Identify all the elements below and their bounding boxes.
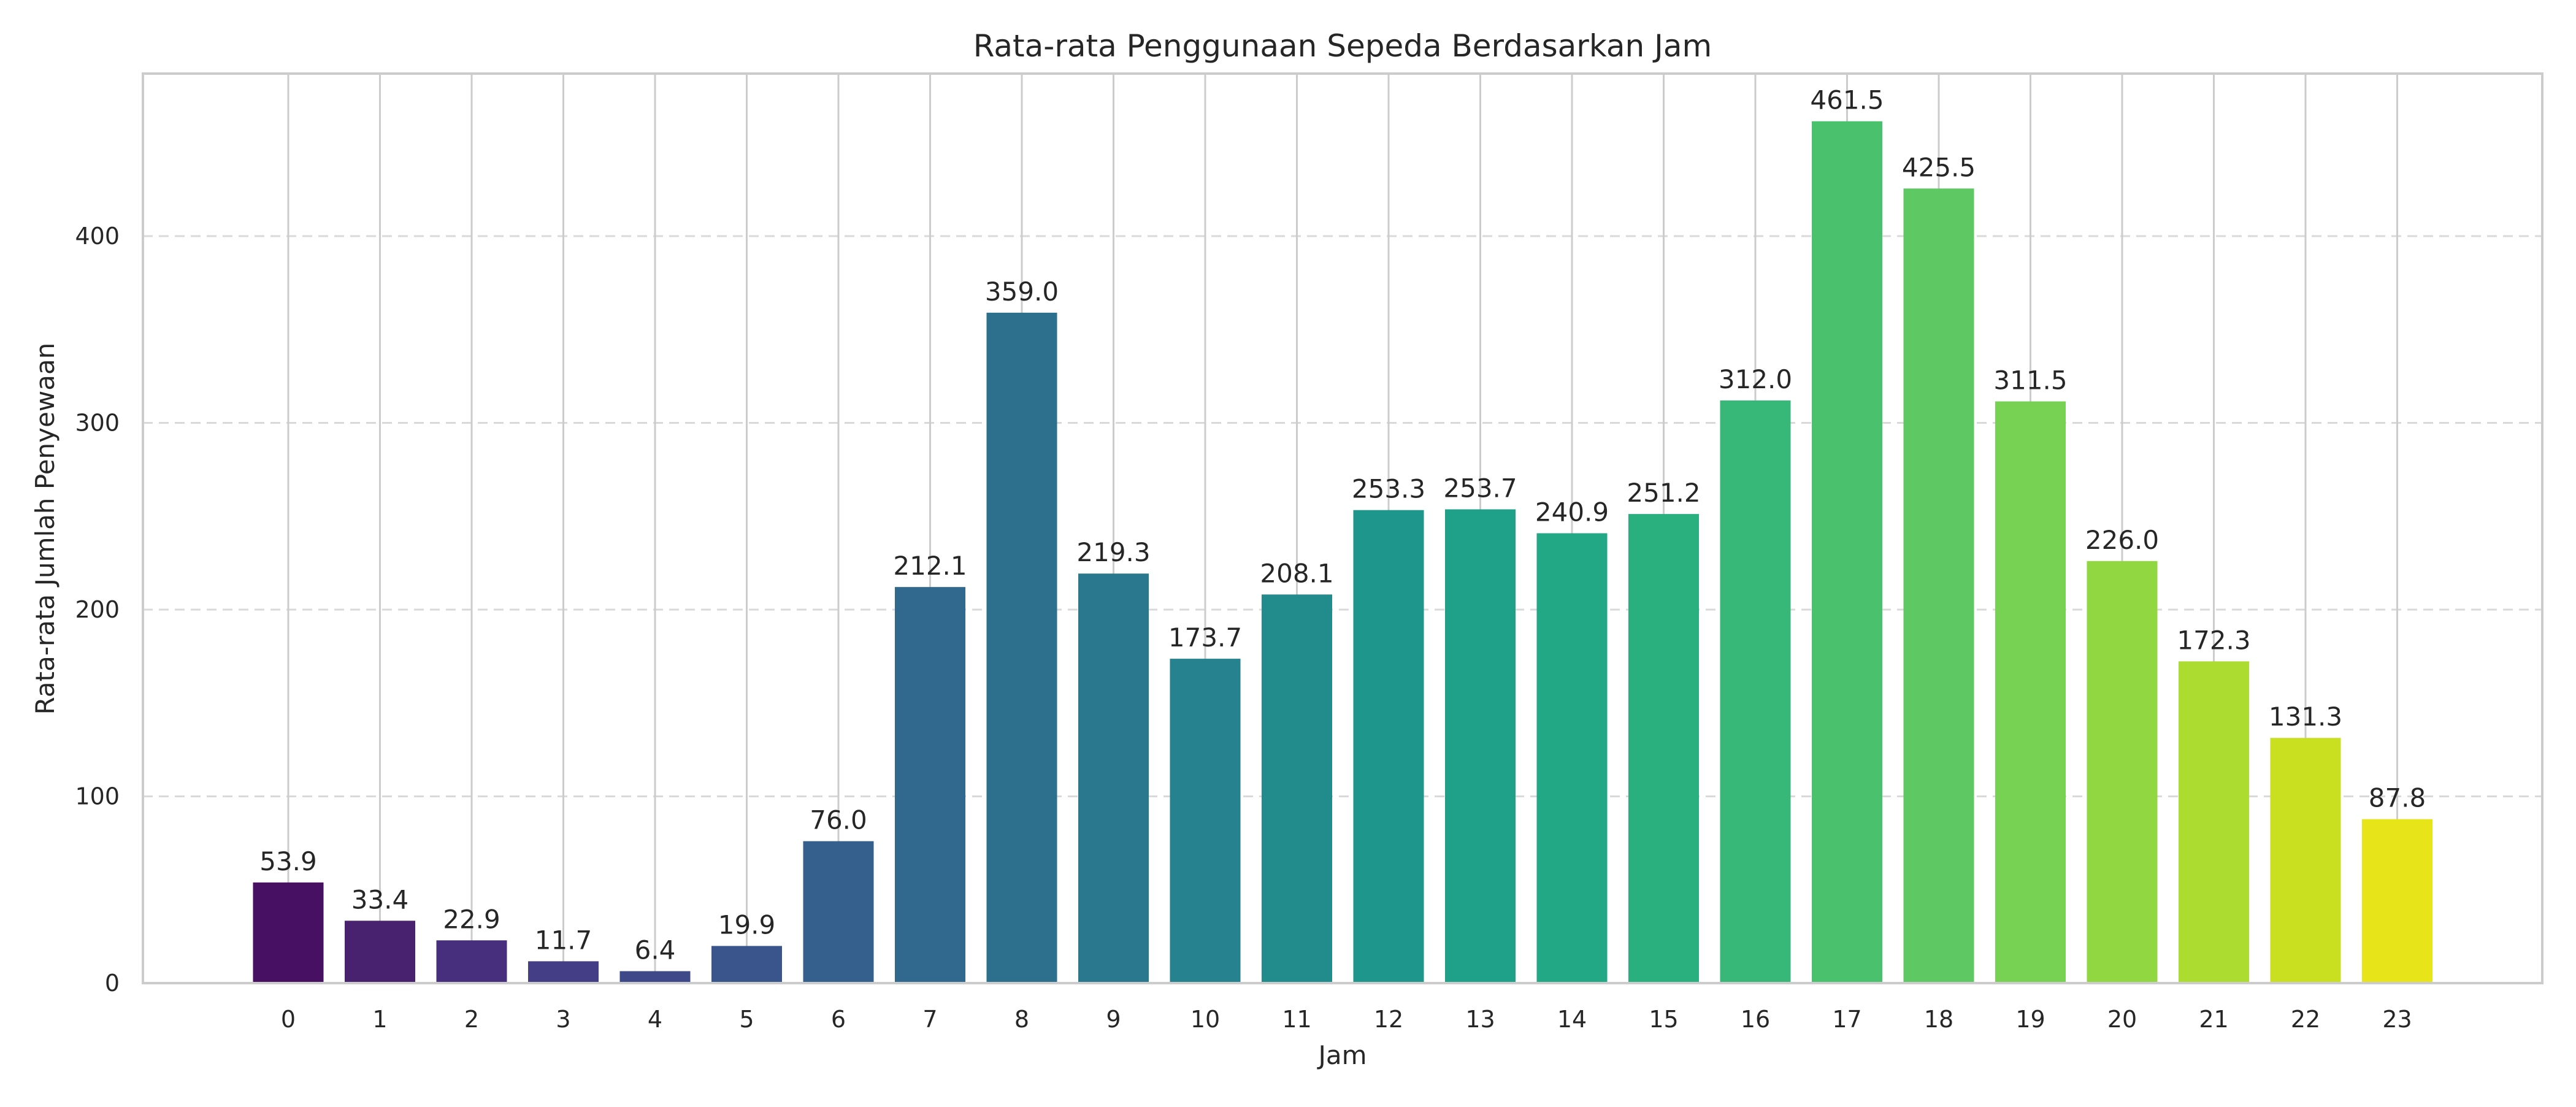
x-tick-label: 4 (648, 1006, 662, 1033)
data-label: 6.4 (635, 935, 676, 965)
plot-frame (142, 72, 2543, 984)
data-label: 425.5 (1902, 152, 1976, 182)
bar-hour-16 (1720, 400, 1791, 983)
bar-hour-2 (436, 940, 507, 983)
x-tick-label: 21 (2199, 1006, 2228, 1033)
x-tick-label: 6 (831, 1006, 846, 1033)
bar-hour-3 (528, 961, 599, 983)
bar-hour-5 (711, 946, 782, 983)
y-axis-label: Rata-rata Jumlah Penyewaan (30, 343, 60, 715)
x-tick-label: 22 (2291, 1006, 2320, 1033)
x-tick-label: 15 (1649, 1006, 1678, 1033)
data-label: 253.3 (1352, 474, 1425, 504)
y-tick-label: 0 (105, 970, 120, 997)
x-tick-label: 5 (739, 1006, 754, 1033)
bar-hour-20 (2087, 561, 2158, 983)
bar-hour-9 (1078, 573, 1149, 983)
x-tick-label: 3 (556, 1006, 570, 1033)
data-labels-layer: 53.9 33.4 22.9 11.7 6.4 19.9 76.0 212.1 359.0 219… (259, 85, 2426, 965)
bar-hour-7 (895, 587, 965, 983)
data-label: 87.8 (2369, 783, 2426, 813)
data-label: 22.9 (443, 904, 500, 934)
chart-title: Rata-rata Penggunaan Sepeda Berdasarkan … (973, 28, 1712, 64)
x-tick-label: 1 (372, 1006, 387, 1033)
bar-hour-0 (253, 882, 324, 983)
x-tick-label: 10 (1190, 1006, 1220, 1033)
data-label: 208.1 (1260, 558, 1333, 588)
bar-hour-15 (1628, 514, 1699, 983)
data-label: 19.9 (718, 910, 776, 940)
bar-hour-19 (1995, 401, 2066, 983)
x-tick-label: 18 (1924, 1006, 1953, 1033)
data-label: 461.5 (1810, 85, 1884, 115)
data-label: 172.3 (2177, 625, 2250, 655)
data-label: 212.1 (893, 551, 967, 581)
x-tick-label: 16 (1741, 1006, 1770, 1033)
data-label: 53.9 (259, 846, 317, 876)
x-axis-label: Jam (1316, 1040, 1367, 1070)
y-tick-label: 100 (75, 783, 120, 810)
x-tick-label: 14 (1557, 1006, 1587, 1033)
data-label: 359.0 (985, 277, 1059, 307)
bar-hour-8 (986, 312, 1057, 984)
bar-hour-12 (1353, 510, 1424, 983)
data-label: 312.0 (1719, 364, 1792, 394)
x-tick-label: 2 (464, 1006, 479, 1033)
x-tick-label: 12 (1374, 1006, 1403, 1033)
data-label: 76.0 (810, 805, 867, 835)
x-tick-label: 0 (281, 1006, 296, 1033)
y-tick-label: 400 (75, 223, 120, 250)
data-label: 226.0 (2085, 525, 2159, 555)
data-label: 219.3 (1076, 537, 1150, 567)
x-tick-label: 11 (1282, 1006, 1311, 1033)
bar-hour-4 (619, 971, 691, 983)
data-label: 11.7 (535, 925, 592, 955)
bar-hour-1 (345, 921, 415, 983)
data-label: 33.4 (351, 884, 409, 914)
data-label: 253.7 (1443, 473, 1517, 503)
x-tick-label: 23 (2382, 1006, 2412, 1033)
bar-hour-14 (1536, 533, 1608, 983)
data-label: 311.5 (1993, 365, 2067, 395)
bar-hour-22 (2270, 738, 2341, 983)
bars-layer (253, 121, 2432, 984)
x-tick-label: 20 (2107, 1006, 2137, 1033)
x-tick-label: 17 (1832, 1006, 1861, 1033)
bar-hour-23 (2362, 819, 2432, 983)
data-label: 173.7 (1168, 622, 1242, 653)
x-tick-label: 13 (1465, 1006, 1495, 1033)
bar-hour-13 (1445, 509, 1516, 983)
y-tick-label: 300 (75, 410, 120, 437)
bar-hour-17 (1812, 121, 1882, 983)
x-tick-label: 7 (922, 1006, 937, 1033)
bar-hour-11 (1262, 594, 1332, 983)
bar-hour-10 (1170, 659, 1241, 983)
x-tick-label: 9 (1106, 1006, 1121, 1033)
data-label: 251.2 (1627, 478, 1700, 508)
data-label: 240.9 (1535, 497, 1609, 527)
bar-hour-21 (2179, 661, 2249, 983)
x-tick-label: 19 (2015, 1006, 2045, 1033)
data-label: 131.3 (2269, 702, 2342, 732)
x-tick-label: 8 (1014, 1006, 1029, 1033)
y-tick-label: 200 (75, 596, 120, 623)
bar-hour-6 (803, 841, 874, 983)
bar-hour-18 (1903, 188, 1974, 983)
